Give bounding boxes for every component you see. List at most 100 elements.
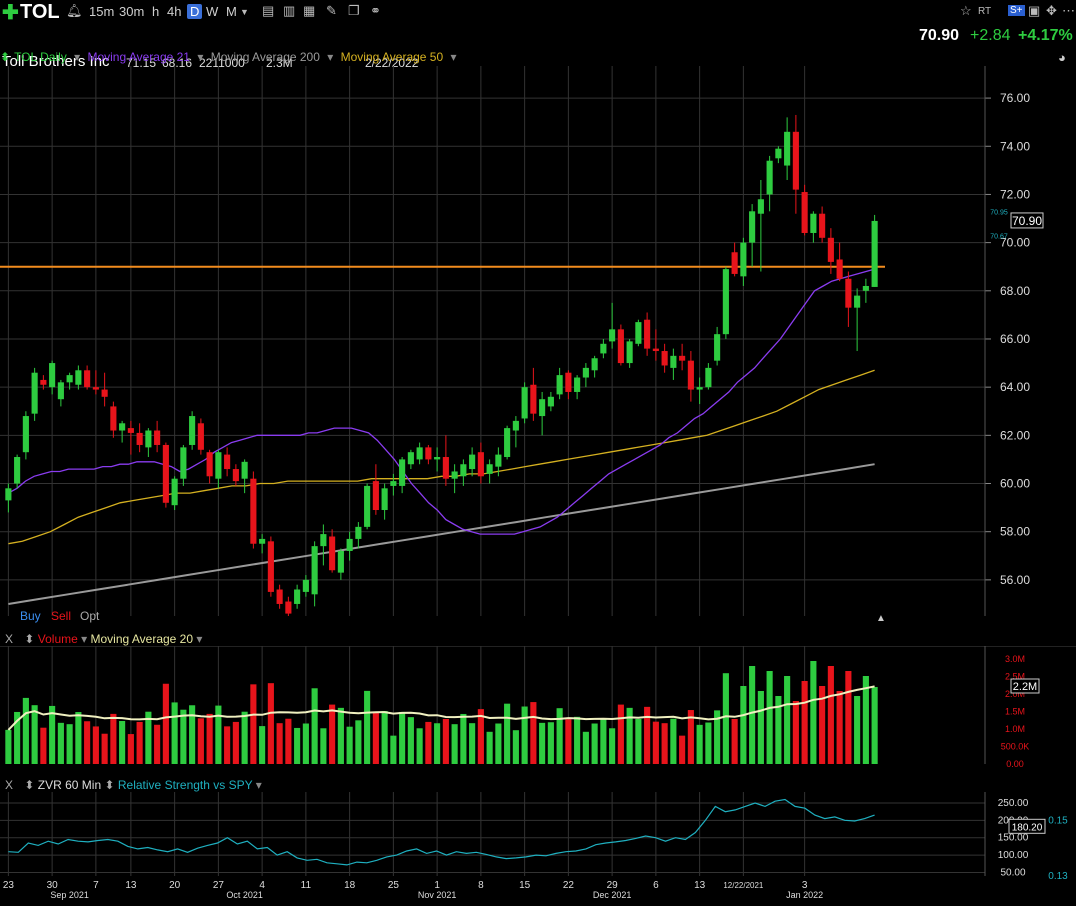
layers-icon[interactable]: ❐ bbox=[348, 3, 360, 18]
save-icon[interactable]: ▣ bbox=[1028, 3, 1041, 18]
draw-pen-icon[interactable]: ✎ bbox=[326, 3, 337, 18]
y-tick-label: 1.5M bbox=[1005, 707, 1025, 717]
timeframe-h[interactable]: h bbox=[152, 4, 160, 19]
star-icon[interactable]: ☆ bbox=[960, 3, 972, 18]
rs-close-button[interactable]: X bbox=[5, 778, 14, 792]
timeframe-w[interactable]: W bbox=[206, 4, 219, 19]
s-plus-icon[interactable]: S+ bbox=[1008, 5, 1025, 16]
legend-tol-daily[interactable]: TOL Daily bbox=[14, 50, 67, 64]
candle-body bbox=[486, 464, 493, 474]
candle-body bbox=[232, 469, 239, 482]
candle-body bbox=[547, 396, 554, 407]
candle-body bbox=[5, 488, 12, 501]
dropdown-arrow-icon[interactable]: ▾ bbox=[197, 50, 204, 64]
timeframe-4h[interactable]: 4h bbox=[167, 4, 182, 19]
volume-chart[interactable]: 3.0M 2.5M 2.0M 1.5M 1.0M 500.0K 0.00 2.2M bbox=[0, 646, 1076, 770]
candle-body bbox=[215, 452, 222, 479]
volume-close-button[interactable]: X bbox=[5, 632, 14, 646]
sell-button[interactable]: Sell bbox=[51, 609, 72, 623]
rs-last-box bbox=[1008, 818, 1046, 834]
rt-icon[interactable]: RT bbox=[978, 6, 992, 17]
legend-ma200[interactable]: Moving Average 200 bbox=[210, 50, 320, 64]
volume-bar bbox=[687, 710, 694, 764]
volume-bar bbox=[92, 726, 99, 764]
volume-bar bbox=[477, 709, 484, 764]
candle-body bbox=[154, 430, 161, 445]
buy-button[interactable]: Buy bbox=[20, 609, 41, 623]
chart-type-icon[interactable]: ▤ bbox=[262, 3, 275, 18]
x-tick-label: 13 bbox=[694, 880, 706, 891]
expand-up-icon[interactable]: ▲ bbox=[876, 613, 886, 624]
x-tick-label: 4 bbox=[259, 880, 265, 891]
move-icon[interactable]: ✥ bbox=[1046, 3, 1057, 18]
dropdown-arrow-icon[interactable]: ▾ bbox=[450, 50, 457, 64]
candle-body bbox=[504, 428, 511, 458]
candle-body bbox=[827, 237, 834, 262]
candle-body bbox=[749, 211, 756, 243]
volume-bar bbox=[416, 728, 423, 764]
candle-body bbox=[425, 447, 432, 460]
dropdown-arrow-icon[interactable]: ▾ bbox=[255, 778, 262, 792]
volume-bar bbox=[57, 722, 64, 764]
bell-icon[interactable]: 🔔︎ bbox=[66, 3, 83, 18]
candle-body bbox=[416, 447, 423, 460]
candle-body bbox=[451, 471, 458, 479]
candle-body bbox=[22, 416, 29, 453]
candle-body bbox=[84, 370, 91, 388]
candle-body bbox=[626, 341, 633, 364]
volume-bar bbox=[854, 696, 861, 764]
y-tick-label: 64.00 bbox=[1000, 380, 1030, 394]
rs-chart[interactable]: 250.00200.00150.00100.0050.00180.200.150… bbox=[0, 792, 1076, 906]
volume-bar bbox=[609, 728, 616, 764]
volume-bar bbox=[224, 726, 231, 764]
y-tick-label: 74.00 bbox=[1000, 139, 1030, 153]
volume-bar bbox=[302, 723, 309, 764]
candle-body bbox=[556, 375, 563, 395]
updown-icon[interactable]: ⬍ bbox=[24, 778, 35, 792]
studies-icon[interactable]: ▦ bbox=[303, 3, 316, 18]
share-icon[interactable]: ⚭ bbox=[370, 3, 381, 18]
legend-ma21[interactable]: Moving Average 21 bbox=[87, 50, 190, 64]
timeframe-m[interactable]: M bbox=[226, 4, 237, 19]
candle-body bbox=[644, 319, 651, 349]
volume-bar bbox=[337, 707, 344, 764]
rs-right-label: 0.13 bbox=[1048, 871, 1068, 882]
timeframe-15m[interactable]: 15m bbox=[89, 4, 115, 19]
candle-body bbox=[119, 423, 126, 431]
updown-icon[interactable]: ⬍ bbox=[104, 778, 115, 792]
candle-body bbox=[250, 478, 257, 544]
volume-title[interactable]: Volume bbox=[37, 632, 78, 646]
price-chart[interactable]: 76.00 74.00 72.00 70.00 68.00 66.00 64.00 62.00… bbox=[0, 66, 1076, 628]
palette-icon[interactable]: ◕ bbox=[1058, 50, 1066, 65]
high-value: 71.15 bbox=[126, 56, 157, 70]
timeframe-30m[interactable]: 30m bbox=[119, 4, 145, 19]
dropdown-arrow-icon[interactable]: ▾ bbox=[74, 50, 81, 64]
volume-bar bbox=[512, 730, 519, 764]
dropdown-arrow-icon[interactable]: ▾ bbox=[196, 632, 203, 646]
opt-button[interactable]: Opt bbox=[80, 609, 100, 623]
symbol-label[interactable]: TOL bbox=[20, 1, 60, 23]
last-price: 70.90 bbox=[919, 27, 960, 44]
legend-ma50[interactable]: Moving Average 50 bbox=[340, 50, 444, 64]
bars-icon[interactable]: ▥ bbox=[283, 3, 296, 18]
candle-body bbox=[346, 538, 353, 551]
updown-icon[interactable]: ⬍ bbox=[24, 632, 35, 646]
dropdown-arrow-icon[interactable]: ▾ bbox=[327, 50, 334, 64]
last-price-axis-label: 70.90 bbox=[1012, 214, 1042, 228]
dropdown-arrow-icon[interactable]: ▼ bbox=[240, 7, 249, 17]
timeframe-d[interactable]: D bbox=[187, 4, 203, 19]
volume-bar bbox=[285, 718, 292, 764]
candle-body bbox=[565, 372, 572, 392]
rs-title[interactable]: ZVR 60 Min bbox=[37, 778, 102, 792]
legend-updown-icon[interactable]: ⬍ bbox=[0, 50, 11, 64]
candle-body bbox=[75, 370, 82, 385]
y-tick-label: 70.00 bbox=[1000, 236, 1030, 250]
dropdown-arrow-icon[interactable]: ▾ bbox=[81, 632, 88, 646]
rs-study-label[interactable]: Relative Strength vs SPY bbox=[117, 778, 253, 792]
more-icon[interactable]: ⋯ bbox=[1062, 3, 1075, 18]
add-symbol-icon[interactable]: ✚ bbox=[2, 2, 19, 24]
volume-bar bbox=[22, 697, 29, 764]
candle-body bbox=[285, 601, 292, 614]
volume-bar bbox=[84, 721, 91, 764]
volume-ma-label[interactable]: Moving Average 20 bbox=[90, 632, 194, 646]
